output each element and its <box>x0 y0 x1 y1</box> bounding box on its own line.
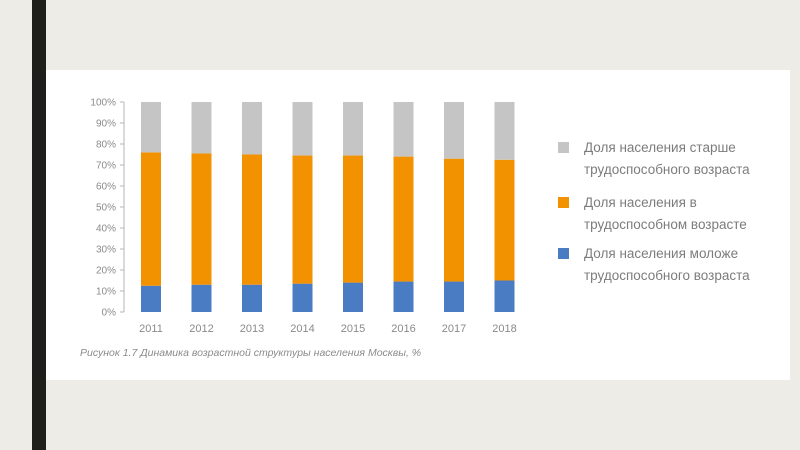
legend-label: Доля населения в <box>584 195 697 210</box>
legend-label: Доля населения старше <box>584 140 736 155</box>
legend-swatch <box>558 197 569 208</box>
bar-segment-working <box>494 159 515 281</box>
bar-segment-older <box>191 102 212 154</box>
y-tick-label: 40% <box>96 224 116 235</box>
y-tick-label: 70% <box>96 161 116 172</box>
legend-label: трудоспособного возраста <box>584 268 750 283</box>
slide-left-bar <box>32 0 46 450</box>
bar-segment-working <box>343 155 363 283</box>
bar-segment-older <box>242 102 262 155</box>
y-tick-label: 90% <box>96 119 116 130</box>
bar-segment-older <box>141 102 161 153</box>
y-axis-ticks: 0% 10% 20% 30% 40% 50% 60% 70% 80% 90% 100% <box>90 98 124 319</box>
legend-swatch <box>558 248 569 259</box>
y-tick-label: 20% <box>96 266 116 277</box>
legend-label: трудоспособного возраста <box>584 162 750 177</box>
chart-panel: 0% 10% 20% 30% 40% 50% 60% 70% 80% 90% 100% 2011 20… <box>46 70 790 380</box>
bar-segment-younger <box>141 285 161 312</box>
bar-segment-younger <box>191 284 212 312</box>
x-axis-labels: 2011 2012 2013 2014 2015 2016 2017 2018 <box>139 323 517 335</box>
bar-segment-younger <box>393 281 414 312</box>
bar-segment-working <box>191 153 212 285</box>
y-tick-label: 100% <box>90 98 116 109</box>
x-tick-label: 2018 <box>492 323 516 335</box>
y-tick-label: 80% <box>96 140 116 151</box>
bar-segment-older <box>343 102 363 156</box>
bar-segment-working <box>292 155 313 284</box>
y-tick-label: 60% <box>96 182 116 193</box>
y-tick-label: 30% <box>96 245 116 256</box>
x-tick-label: 2014 <box>290 323 314 335</box>
bar-segment-younger <box>494 280 515 312</box>
bar-segment-younger <box>343 282 363 312</box>
y-tick-label: 50% <box>96 203 116 214</box>
bar-segment-older <box>494 102 515 160</box>
bar-segment-working <box>444 158 464 282</box>
bar-segment-younger <box>292 283 313 312</box>
bar-segment-working <box>393 156 414 282</box>
legend-label: Доля населения моложе <box>584 246 738 261</box>
bar-segment-working <box>141 152 161 286</box>
bar-segment-older <box>444 102 464 159</box>
x-tick-label: 2016 <box>391 323 415 335</box>
x-tick-label: 2015 <box>341 323 365 335</box>
y-tick-label: 10% <box>96 287 116 298</box>
x-tick-label: 2011 <box>139 323 163 335</box>
bar-segment-working <box>242 154 262 285</box>
bar-segment-younger <box>444 281 464 312</box>
x-tick-label: 2013 <box>240 323 264 335</box>
legend: Доля населения старше трудоспособного воз… <box>558 140 750 283</box>
chart-caption: Рисунок 1.7 Динамика возрастной структур… <box>80 347 421 359</box>
x-tick-label: 2012 <box>189 323 213 335</box>
x-tick-label: 2017 <box>442 323 466 335</box>
bar-segment-younger <box>242 284 262 312</box>
y-tick-label: 0% <box>102 308 117 319</box>
bar-segment-older <box>292 102 313 156</box>
stacked-bar-chart: 0%10%20%30%40%50%60%70%80%90%100% 2011 20… <box>80 98 750 360</box>
bar-segment-older <box>393 102 414 157</box>
legend-label: трудоспособном возрасте <box>584 217 747 232</box>
legend-swatch <box>558 142 569 153</box>
bars-group <box>141 102 515 312</box>
